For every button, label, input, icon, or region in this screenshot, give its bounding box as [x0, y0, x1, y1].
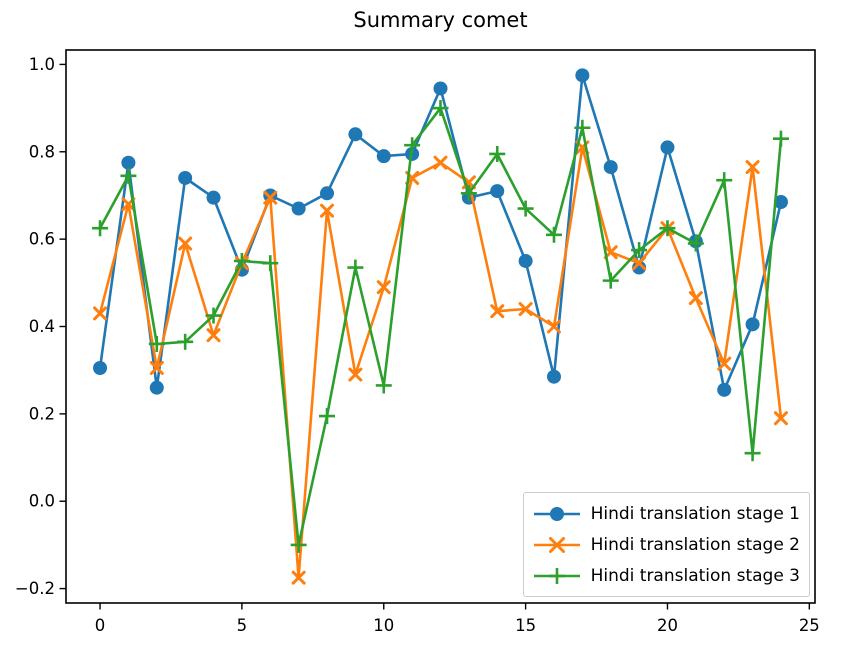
data-point-x-marker [546, 319, 561, 334]
data-point-plus-marker [347, 259, 364, 276]
data-point-x-marker [348, 367, 363, 382]
data-point-x-marker [263, 190, 278, 205]
data-point-plus-marker [602, 272, 619, 289]
x-tick-label: 5 [237, 616, 248, 635]
data-point-x-marker [688, 291, 703, 306]
series-line-stage-1 [93, 68, 788, 397]
data-point-circle-marker [291, 201, 306, 216]
data-point-circle-marker [263, 188, 278, 203]
data-point-circle-marker [93, 360, 108, 375]
y-tick-label: 0.0 [29, 492, 55, 511]
data-point-x-marker [291, 570, 306, 585]
data-point-circle-marker [178, 170, 193, 185]
data-point-circle-marker [320, 186, 335, 201]
series-line-stage-3 [92, 100, 789, 553]
data-point-plus-marker [489, 145, 506, 162]
y-tick-label: −0.2 [15, 579, 55, 598]
data-point-plus-marker [148, 335, 165, 352]
data-point-circle-marker [745, 317, 760, 332]
y-tick-label: 0.4 [29, 317, 55, 336]
data-point-plus-marker [319, 408, 336, 425]
line-plus-marker-icon [533, 567, 580, 584]
data-point-plus-marker [460, 185, 477, 202]
data-point-plus-marker [687, 235, 704, 252]
legend-label: Hindi translation stage 1 [590, 503, 800, 524]
data-point-plus-marker [92, 220, 109, 237]
data-point-circle-marker [632, 260, 647, 275]
data-point-circle-marker [121, 155, 136, 170]
data-point-plus-marker [290, 536, 307, 553]
data-point-x-marker [632, 256, 647, 271]
y-tick-label: 0.6 [29, 230, 55, 249]
data-point-plus-marker [404, 137, 421, 154]
data-point-x-marker [490, 304, 505, 319]
legend-item-stage-1: Hindi translation stage 1 [531, 498, 800, 529]
data-point-plus-marker [772, 130, 789, 147]
x-tick-label: 0 [95, 616, 106, 635]
legend-item-stage-3: Hindi translation stage 3 [531, 560, 800, 591]
x-tick-label: 10 [373, 616, 394, 635]
data-point-plus-marker [744, 445, 761, 462]
chart-title: Summary comet [353, 8, 528, 32]
x-tick-label: 20 [657, 616, 678, 635]
data-point-plus-marker [517, 200, 534, 217]
x-tick-label: 25 [799, 616, 820, 635]
legend-label: Hindi translation stage 2 [590, 534, 800, 555]
data-point-plus-marker [375, 377, 392, 394]
data-point-x-marker [206, 328, 221, 343]
data-point-circle-marker [518, 253, 533, 268]
data-point-circle-marker [546, 369, 561, 384]
data-point-plus-marker [205, 307, 222, 324]
legend-item-stage-2: Hindi translation stage 2 [531, 529, 800, 560]
legend: Hindi translation stage 1 Hindi translat… [522, 492, 810, 597]
data-point-circle-marker [376, 149, 391, 164]
y-axis-ticks: −0.2 0.0 0.2 0.4 0.6 0.8 1.0 [15, 55, 66, 598]
legend-label: Hindi translation stage 3 [590, 565, 800, 586]
data-point-x-marker [717, 356, 732, 371]
data-point-plus-marker [233, 252, 250, 269]
data-point-plus-marker [177, 333, 194, 350]
data-point-circle-marker [717, 382, 732, 397]
data-point-plus-marker [574, 119, 591, 136]
data-point-plus-marker [631, 242, 648, 259]
data-point-plus-marker [545, 226, 562, 243]
data-point-x-marker [320, 203, 335, 218]
line-x-marker-icon [533, 536, 580, 553]
data-point-x-marker [178, 236, 193, 251]
y-tick-label: 0.2 [29, 404, 55, 423]
data-point-circle-marker [575, 68, 590, 83]
data-point-plus-marker [262, 255, 279, 272]
data-point-x-marker [376, 280, 391, 295]
data-point-x-marker [93, 306, 108, 321]
axes-spines [65, 49, 816, 604]
x-axis-ticks: 0 5 10 15 20 25 [95, 603, 820, 635]
data-point-circle-marker [433, 81, 448, 96]
data-point-x-marker [745, 160, 760, 175]
y-tick-label: 1.0 [29, 55, 55, 74]
data-point-plus-marker [120, 167, 137, 184]
x-tick-label: 15 [515, 616, 536, 635]
y-tick-label: 0.8 [29, 142, 55, 161]
data-point-x-marker [433, 155, 448, 170]
data-point-x-marker [149, 360, 164, 375]
data-point-x-marker [773, 411, 788, 426]
data-point-circle-marker [773, 195, 788, 210]
data-point-circle-marker [348, 127, 363, 142]
data-point-circle-marker [660, 140, 675, 155]
data-point-circle-marker [149, 380, 164, 395]
data-point-plus-marker [432, 100, 449, 117]
data-point-plus-marker [659, 220, 676, 237]
data-point-circle-marker [490, 184, 505, 199]
data-point-plus-marker [716, 172, 733, 189]
data-point-circle-marker [603, 160, 618, 175]
line-circle-marker-icon [533, 506, 580, 521]
data-point-circle-marker [206, 190, 221, 205]
data-point-x-marker [518, 302, 533, 317]
